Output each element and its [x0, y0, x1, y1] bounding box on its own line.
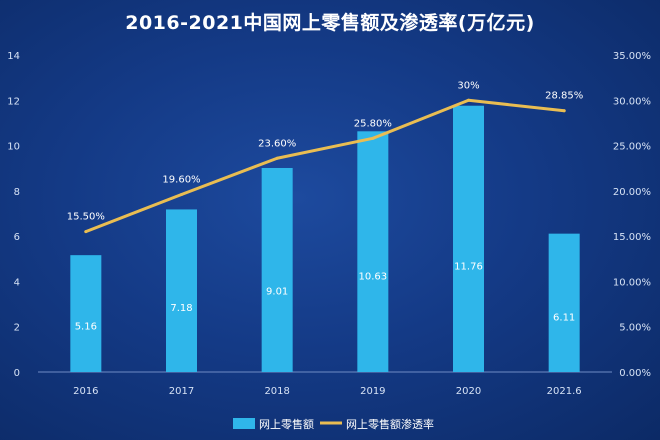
- y-left-tick-label: 6: [14, 232, 20, 243]
- x-tick-label: 2017: [169, 386, 194, 397]
- bar: [70, 255, 102, 372]
- line-value-label: 23.60%: [258, 138, 296, 149]
- line-value-label: 15.50%: [67, 212, 105, 223]
- legend-label-bar: 网上零售额: [259, 417, 314, 431]
- bar-value-label: 6.11: [553, 313, 575, 324]
- line-point: [467, 98, 470, 102]
- chart-title: 2016-2021中国网上零售额及渗透率(万亿元): [125, 12, 535, 34]
- line-point: [562, 109, 566, 113]
- y-right-tick-label: 25.00%: [613, 142, 651, 153]
- x-tick-label: 2016: [73, 386, 98, 397]
- y-axis-right: 0.00% 5.00% 10.00% 15.00% 20.00% 25.00% 30.00%…: [613, 51, 651, 379]
- x-tick-label: 2020: [456, 386, 481, 397]
- line-series: 15.50% 19.60% 23.60% 25.80% 30% 28.85%: [67, 80, 583, 234]
- y-right-tick-label: 5.00%: [619, 323, 651, 334]
- line-value-label: 28.85%: [545, 91, 583, 102]
- y-left-tick-label: 8: [14, 187, 20, 198]
- line-value-label: 19.60%: [162, 174, 200, 185]
- y-left-tick-label: 4: [14, 277, 20, 288]
- y-right-tick-label: 35.00%: [613, 51, 651, 62]
- y-right-tick-label: 15.00%: [613, 232, 651, 243]
- line-point: [275, 156, 279, 160]
- bar: [261, 167, 293, 372]
- y-left-tick-label: 14: [7, 51, 20, 62]
- line-point: [84, 230, 88, 234]
- x-axis: 2016 2017 2018 2019 2020 2021.6: [73, 386, 582, 397]
- y-left-tick-label: 10: [7, 142, 20, 153]
- y-left-tick-label: 0: [14, 368, 20, 379]
- line-point: [371, 136, 375, 140]
- x-tick-label: 2019: [360, 386, 385, 397]
- line-value-label: 30%: [457, 80, 479, 91]
- legend-swatch-bar: [233, 418, 255, 429]
- bar: [453, 105, 484, 372]
- bar-series: 5.16 7.18 9.01 10.63 11.76 6.11: [70, 105, 580, 372]
- bar-value-label: 5.16: [75, 321, 97, 332]
- bar-value-label: 7.18: [170, 303, 192, 314]
- y-right-tick-label: 0.00%: [619, 368, 651, 379]
- legend-label-line: 网上零售额渗透率: [346, 417, 434, 431]
- y-axis-left: 0 2 4 6 8 10 12 14: [7, 51, 20, 379]
- bar-value-label: 10.63: [359, 272, 388, 283]
- bar-value-label: 11.76: [454, 261, 483, 272]
- x-tick-label: 2021.6: [547, 386, 582, 397]
- bar: [166, 209, 197, 372]
- y-right-tick-label: 30.00%: [613, 96, 651, 107]
- y-right-tick-label: 20.00%: [613, 187, 651, 198]
- bar: [357, 131, 389, 372]
- line-point: [180, 192, 183, 196]
- bar: [548, 233, 580, 372]
- x-tick-label: 2018: [264, 386, 289, 397]
- y-left-tick-label: 12: [7, 96, 20, 107]
- y-right-tick-label: 10.00%: [613, 277, 651, 288]
- line-path: [84, 98, 566, 234]
- bar-value-label: 9.01: [266, 286, 288, 297]
- y-left-tick-label: 2: [14, 323, 20, 334]
- legend: 网上零售额 网上零售额渗透率: [233, 417, 434, 431]
- line-value-label: 25.80%: [354, 118, 392, 129]
